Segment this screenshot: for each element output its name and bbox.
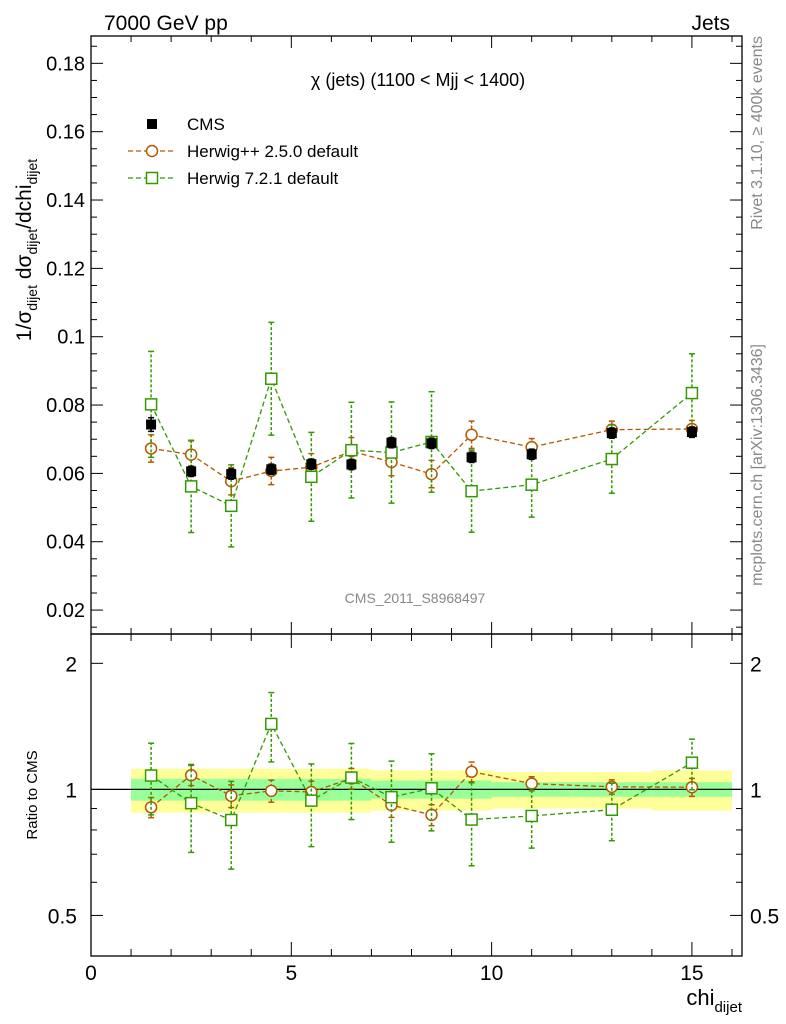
y-tick-label: 0.06	[46, 463, 85, 485]
ratio-herwig7-point	[265, 717, 278, 731]
herwig7-point	[265, 372, 278, 385]
ratio-herwigpp-point	[525, 777, 538, 790]
ratio-y-tick-label-right: 1	[750, 779, 762, 802]
ratio-herwig7-point	[224, 813, 238, 827]
herwigpp-line	[150, 428, 692, 482]
x-tick-label: 15	[680, 962, 703, 985]
x-tick-label: 10	[480, 962, 503, 985]
cms-point	[346, 459, 357, 470]
ratio-herwig7-point	[685, 756, 699, 769]
herwig7-point	[685, 386, 699, 400]
ratio-herwig7-point	[385, 790, 398, 804]
ratio-herwig7-point	[425, 782, 438, 795]
y-tick-label: 0.18	[46, 53, 85, 75]
legend-label: CMS	[187, 115, 225, 134]
ratio-y-tick-label: 0.5	[48, 905, 77, 928]
header-right: Jets	[691, 12, 730, 35]
watermark: CMS_2011_S8968497	[345, 590, 486, 606]
y-tick-label: 0.1	[57, 327, 85, 349]
herwig7-point	[525, 478, 538, 491]
ratio-herwig7-point	[525, 809, 538, 823]
ratio-data	[144, 691, 699, 870]
cms-point	[466, 452, 477, 463]
x-tick-label: 0	[85, 962, 97, 985]
y-tick-label: 0.02	[46, 600, 85, 622]
ratio-herwig7-point	[144, 769, 158, 782]
cms-point	[386, 437, 397, 448]
main-title: χ (jets) (1100 < Mjj < 1400)	[311, 70, 525, 90]
herwig7-point	[385, 446, 398, 459]
y-tick-label: 0.16	[46, 122, 85, 144]
ratio-axis-ticks: 0.5 0.5 1 1 2 2 0 5 10 15	[48, 634, 779, 985]
legend: CMS Herwig++ 2.5.0 default Herwig 7.2.1 de…	[128, 115, 358, 188]
herwigpp-point	[465, 428, 478, 442]
legend-marker	[145, 144, 159, 158]
cms-point	[186, 466, 197, 477]
main-axis-ticks: 0.02 0.04 0.06 0.08 0.1 0.12 0.14 0.16 0.18	[46, 36, 742, 634]
cms-point	[306, 459, 317, 470]
cms-point	[686, 427, 697, 438]
y-tick-label: 0.08	[46, 395, 85, 417]
legend-marker	[147, 119, 157, 129]
cms-point	[146, 419, 157, 430]
x-axis-label: chidijet	[686, 985, 742, 1016]
ratio-herwig7-point	[605, 803, 619, 817]
legend-label: Herwig++ 2.5.0 default	[187, 142, 358, 161]
herwig7-point	[605, 452, 619, 466]
herwig7-line	[150, 376, 693, 507]
ratio-herwigpp-point	[605, 780, 619, 794]
ratio-herwigpp-point	[465, 765, 478, 778]
rivet-label: Rivet 3.1.10, ≥ 400k events	[749, 36, 766, 230]
ratio-herwigpp-point	[265, 784, 278, 798]
ratio-y-tick-label-right: 2	[750, 653, 762, 676]
ratio-herwig7-point	[184, 796, 198, 810]
cms-point	[526, 449, 537, 460]
mcplots-label: mcplots.cern.ch [arXiv:1306.3436]	[749, 344, 766, 586]
cms-point	[266, 464, 277, 475]
cms-point	[426, 438, 437, 449]
herwig7-point	[465, 484, 478, 498]
herwigpp-point	[144, 442, 158, 455]
herwig7-point	[305, 470, 318, 484]
cms-point	[606, 428, 617, 439]
herwig7-point	[345, 443, 358, 457]
ratio-y-tick-label: 2	[65, 653, 77, 676]
y-tick-label: 0.12	[46, 258, 85, 280]
ratio-y-tick-label-right: 0.5	[750, 905, 779, 928]
ratio-herwig7-point	[345, 771, 358, 784]
legend-label: Herwig 7.2.1 default	[187, 169, 338, 188]
ratio-herwig7-line	[150, 722, 693, 821]
herwig7-point	[144, 398, 158, 411]
ratio-herwig7-point	[305, 794, 318, 807]
x-tick-label: 5	[285, 962, 297, 985]
ratio-y-tick-label: 1	[65, 779, 77, 802]
ratio-frame	[90, 633, 743, 957]
legend-marker	[145, 171, 159, 185]
y-tick-label: 0.04	[46, 532, 85, 554]
ratio-herwig7-point	[465, 813, 478, 826]
y-tick-label: 0.14	[46, 190, 85, 212]
ratio-y-axis-label: Ratio to CMS	[24, 750, 41, 839]
herwig7-point	[224, 499, 238, 513]
main-y-axis-label: 1/σdijet dσdijet/dchidijet	[13, 159, 40, 341]
herwig7-point	[184, 480, 198, 493]
main-data	[144, 321, 699, 548]
cms-point	[226, 469, 237, 480]
header-left: 7000 GeV pp	[104, 12, 228, 35]
ratio-herwigpp-line	[150, 771, 692, 816]
